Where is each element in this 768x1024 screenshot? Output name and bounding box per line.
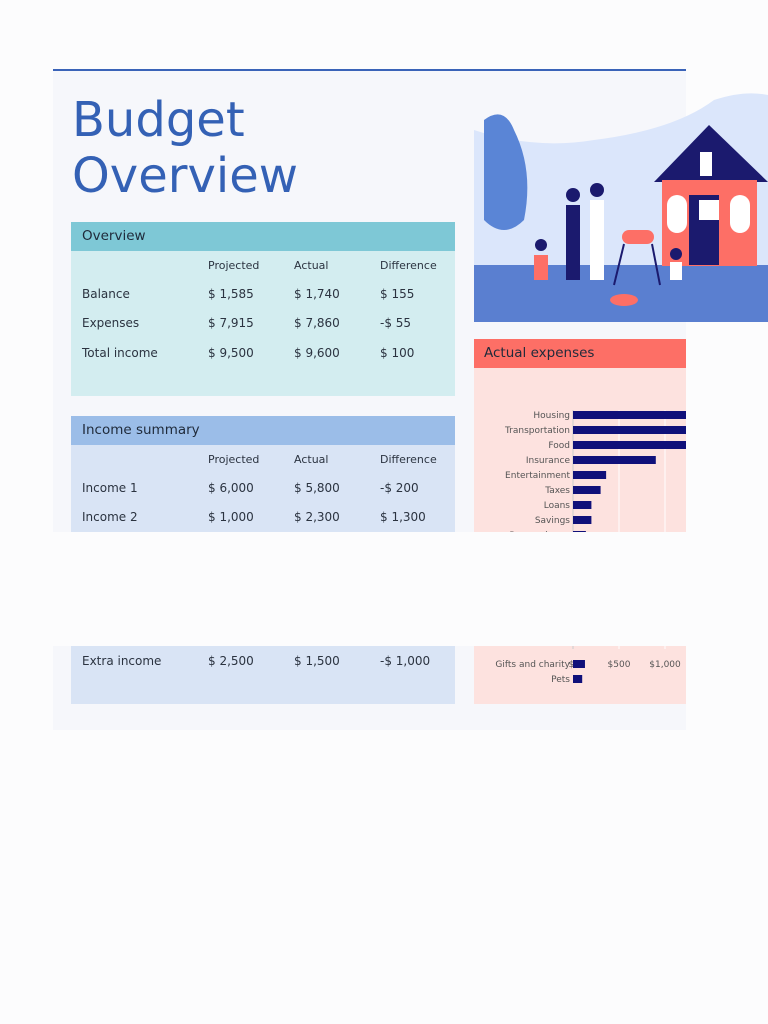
column-header: Projected [208,453,260,466]
category-label: Taxes [544,486,570,496]
column-header: Difference [380,453,437,466]
cell-value: $ 2,500 [208,654,254,668]
category-label: Transportation [504,426,570,436]
bar-insurance [573,456,656,464]
cell-value: $ 7,915 [208,316,254,330]
x-tick-label: $500 [608,660,631,670]
bar-savings [573,516,592,524]
column-header: Projected [208,259,260,272]
column-header: Difference [380,259,437,272]
cell-value: $ 1,500 [294,654,340,668]
cell-value: $ 9,600 [294,346,340,360]
row-label: Income 1 [82,481,138,495]
row-label: Income 2 [82,510,138,524]
category-label: Housing [533,411,570,421]
cell-value: $ 1,300 [380,510,426,524]
category-label: Entertainment [505,471,570,481]
category-label: Insurance [526,456,571,466]
row-label: Expenses [82,316,140,330]
category-label: Savings [535,516,570,526]
x-tick-label: $1,000 [649,660,681,670]
overview-header: Overview [71,222,455,251]
cell-value: $ 1,740 [294,287,340,301]
category-label: Pets [551,675,570,685]
cell-value: $ 7,860 [294,316,340,330]
cell-value: $ 9,500 [208,346,254,360]
category-label: Loans [544,501,571,511]
bar-transportation [573,426,686,434]
cell-value: $ 100 [380,346,415,360]
cell-value: -$ 200 [380,481,419,495]
bar-entertainment [573,471,607,479]
blank-band [0,532,768,646]
actual-expenses-header: Actual expenses [474,339,686,368]
cell-value: -$ 55 [380,316,412,330]
income-header: Income summary [71,416,455,445]
cell-value: $ 5,800 [294,481,340,495]
bar-pets [573,675,583,683]
bar-food [573,441,686,449]
row-label: Total income [82,346,158,360]
family-bbq-illustration [474,90,768,322]
title-line: Budget [72,92,245,148]
category-label: Food [548,441,570,451]
cell-value: $ 2,300 [294,510,340,524]
bar-gifts-and-charity [573,660,585,668]
title-line: Overview [72,148,298,204]
column-header: Actual [294,259,329,272]
cell-value: $ 1,000 [208,510,254,524]
bar-taxes [573,486,601,494]
bar-loans [573,501,592,509]
row-label: Balance [82,287,130,301]
cell-value: -$ 1,000 [380,654,431,668]
cell-value: $ 1,585 [208,287,254,301]
actual-expenses-panel: Actual expenses $-$500$1,000HousingTrans… [474,339,686,704]
cell-value: $ 6,000 [208,481,254,495]
overview-card: Overview Projected Actual Difference Balanc… [71,222,455,396]
category-label: Gifts and charity [495,660,570,670]
bar-housing [573,411,686,419]
column-header: Actual [294,453,329,466]
row-label: Extra income [82,654,162,668]
page-title: Budget Overview [72,92,298,204]
cell-value: $ 155 [380,287,415,301]
